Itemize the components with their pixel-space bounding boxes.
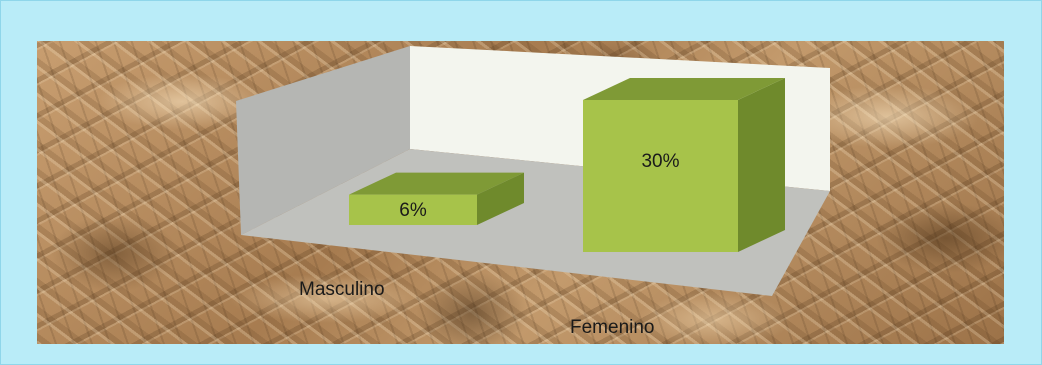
- bar-front: [583, 100, 738, 252]
- data-label: 6%: [399, 200, 427, 221]
- bar-side: [738, 78, 785, 252]
- category-labels-group: Masculino Femenino: [299, 279, 655, 338]
- chart-side-wall: [236, 46, 410, 235]
- category-label: Femenino: [570, 317, 655, 338]
- bar-top: [583, 78, 785, 100]
- bars-group: 6% 30%: [349, 78, 785, 252]
- bar-front: [349, 194, 477, 225]
- bar-chart: 6% 30% Masculino Femenino: [236, 46, 830, 338]
- category-label: Masculino: [299, 279, 385, 300]
- data-label: 30%: [641, 151, 679, 172]
- chart-area: 6% 30% Masculino Femenino: [37, 41, 1004, 344]
- bar-top: [349, 172, 524, 195]
- bar-side: [477, 172, 524, 225]
